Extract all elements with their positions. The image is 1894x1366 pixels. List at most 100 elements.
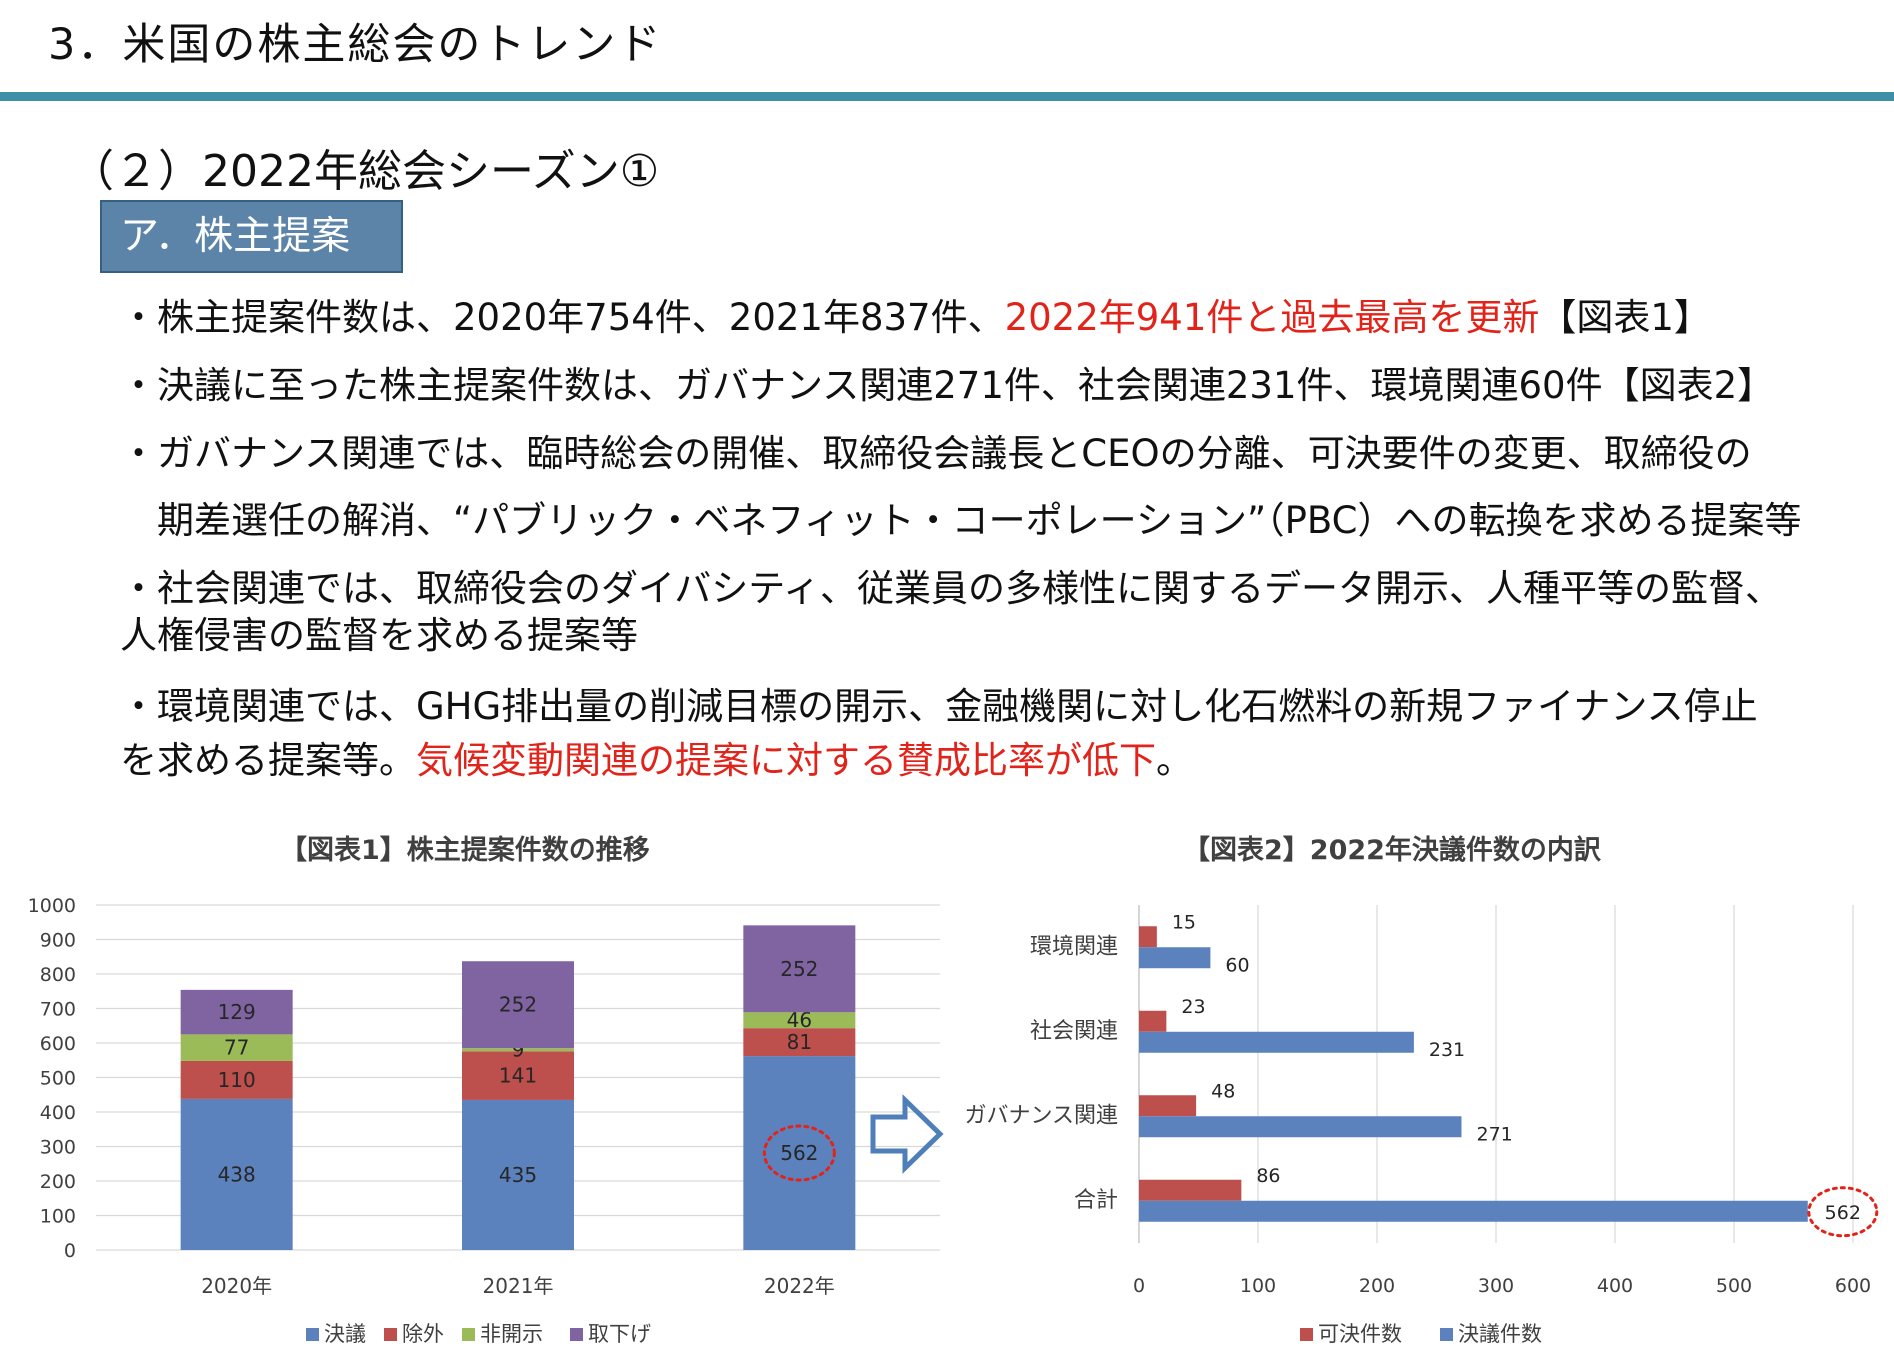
subheading-label: ア．株主提案: [120, 214, 351, 259]
bar: [1139, 1095, 1197, 1117]
x-tick-label: 200: [1359, 1275, 1395, 1297]
y-tick-label: 500: [40, 1068, 76, 1090]
data-label: 562: [780, 1141, 818, 1165]
data-label: 81: [787, 1030, 812, 1054]
title-divider: [0, 92, 1894, 101]
y-category-label: 社会関連: [1030, 1019, 1118, 1044]
data-label: 110: [218, 1068, 256, 1092]
bar-segment: [743, 1028, 856, 1057]
x-category-label: 2022年: [764, 1274, 835, 1298]
data-label: 562: [1825, 1202, 1861, 1224]
legend-swatch: [570, 1328, 583, 1341]
y-category-label: 合計: [1074, 1188, 1118, 1213]
y-tick-label: 700: [40, 999, 76, 1021]
bullet-text: ・社会関連では、取締役会のダイバシティ、従業員の多様性に関するデータ開示、人種平…: [120, 567, 1783, 610]
data-label: 129: [218, 1000, 256, 1024]
bar: [1139, 1179, 1242, 1201]
legend-label: 可決件数: [1318, 1322, 1402, 1346]
bar: [1139, 1116, 1462, 1138]
bullet-line: ・環境関連では、GHG排出量の削減目標の開示、金融機関に対し化石燃料の新規ファイ…: [120, 683, 1758, 731]
data-label: 77: [224, 1036, 249, 1060]
bullet-text: ・ガバナンス関連では、臨時総会の開催、取締役会議長とCEOの分離、可決要件の変更…: [120, 432, 1752, 475]
x-tick-label: 100: [1240, 1275, 1276, 1297]
bar: [1139, 1200, 1808, 1222]
bar: [1139, 1010, 1167, 1032]
data-label: 23: [1181, 996, 1205, 1018]
legend-label: 取下げ: [588, 1322, 651, 1346]
legend-swatch: [462, 1328, 475, 1341]
legend-label: 非開示: [480, 1322, 543, 1346]
bullet-line: ・株主提案件数は、2020年754件、2021年837件、2022年941件と過…: [120, 294, 1711, 342]
bar-segment: [180, 989, 293, 1035]
y-tick-label: 0: [64, 1240, 76, 1262]
legend-swatch: [384, 1328, 397, 1341]
bullet-line: ・社会関連では、取締役会のダイバシティ、従業員の多様性に関するデータ開示、人種平…: [120, 565, 1782, 613]
subheading-box: ア．株主提案: [100, 200, 403, 273]
chart2-title: 【図表2】2022年決議件数の内訳: [1183, 835, 1601, 866]
data-label: 231: [1429, 1039, 1465, 1061]
bar-segment: [462, 1051, 574, 1100]
page-title: 3．米国の株主総会のトレンド: [48, 20, 663, 70]
bullet-line: ・決議に至った株主提案件数は、ガバナンス関連271件、社会関連231件、環境関連…: [120, 362, 1774, 410]
data-label: 252: [499, 993, 537, 1017]
legend-label: 除外: [402, 1322, 444, 1346]
y-category-label: ガバナンス関連: [964, 1103, 1118, 1128]
bullet-text: ・環境関連では、GHG排出量の削減目標の開示、金融機関に対し化石燃料の新規ファイ…: [120, 685, 1758, 728]
data-label: 141: [499, 1064, 537, 1088]
x-category-label: 2021年: [483, 1274, 554, 1298]
highlight-circle: [1807, 1186, 1879, 1238]
bullet-line: ・ガバナンス関連では、臨時総会の開催、取締役会議長とCEOの分離、可決要件の変更…: [120, 430, 1752, 478]
data-label: 15: [1172, 911, 1196, 933]
y-tick-label: 100: [40, 1206, 76, 1228]
chart2-horizontal-bar: 0 100 200 300 400 500 600 環境関連 15 60 社会関連 23 231 ガバナン…: [964, 905, 1879, 1346]
data-label: 86: [1256, 1165, 1280, 1187]
data-label: 271: [1476, 1123, 1512, 1145]
legend-label: 決議: [324, 1322, 366, 1346]
data-label: 48: [1211, 1080, 1235, 1102]
bullet-text: 。: [1156, 739, 1193, 782]
bar: [1139, 947, 1211, 969]
bullet-text: 人権侵害の監督を求める提案等: [120, 614, 638, 657]
bar-segment: [462, 961, 574, 1049]
bullet-line: を求める提案等。気候変動関連の提案に対する賛成比率が低下。: [120, 737, 1193, 785]
bar-segment: [180, 1098, 293, 1250]
bar-segment: [743, 1056, 856, 1250]
bullet-text: ・株主提案件数は、2020年754件、2021年837件、: [120, 296, 1005, 339]
chart1-stacked-bar: 0 100 200 300 400 500 600 700 800 900 1000 438 110 77…: [28, 895, 944, 1346]
legend-swatch: [1440, 1328, 1453, 1341]
x-category-label: 2020年: [201, 1274, 272, 1298]
data-label: 252: [780, 957, 818, 981]
section-title: （２）2022年総会シーズン①: [70, 146, 660, 197]
x-tick-label: 500: [1716, 1275, 1752, 1297]
legend-swatch: [306, 1328, 319, 1341]
bullet-line: 期差選任の解消、“パブリック・ベネフィット・コーポレーション”（PBC）への転換…: [120, 497, 1802, 545]
x-tick-label: 0: [1133, 1275, 1145, 1297]
x-tick-label: 600: [1835, 1275, 1871, 1297]
highlight-circle: [762, 1124, 836, 1182]
bullet-text: を求める提案等。: [120, 739, 416, 782]
bullet-highlight-text: 気候変動関連の提案に対する賛成比率が低下: [416, 739, 1156, 782]
bullet-text: 【図表1】: [1539, 296, 1711, 339]
y-tick-label: 1000: [28, 895, 76, 917]
arrow-icon: [870, 1094, 944, 1174]
y-tick-label: 300: [40, 1137, 76, 1159]
y-tick-label: 400: [40, 1102, 76, 1124]
chart1-title: 【図表1】株主提案件数の推移: [280, 835, 650, 866]
y-tick-label: 800: [40, 964, 76, 986]
bullet-highlight-text: 2022年941件と過去最高を更新: [1004, 296, 1540, 339]
x-tick-label: 400: [1597, 1275, 1633, 1297]
data-label: 435: [499, 1163, 537, 1187]
bar-segment: [462, 1048, 574, 1052]
bar-segment: [462, 1099, 574, 1250]
legend-label: 決議件数: [1458, 1322, 1542, 1346]
bar-segment: [743, 1012, 856, 1029]
bullet-text: ・決議に至った株主提案件数は、ガバナンス関連271件、社会関連231件、環境関連…: [120, 364, 1775, 407]
data-label: 438: [218, 1162, 256, 1186]
bar-segment: [743, 925, 856, 1013]
bar-segment: [180, 1034, 293, 1061]
bar: [1139, 1031, 1414, 1053]
y-category-label: 環境関連: [1030, 934, 1118, 959]
bullet-text: 期差選任の解消、“パブリック・ベネフィット・コーポレーション”（PBC）への転換…: [120, 499, 1802, 542]
bullet-line: 人権侵害の監督を求める提案等: [120, 612, 638, 660]
bar: [1139, 926, 1157, 948]
